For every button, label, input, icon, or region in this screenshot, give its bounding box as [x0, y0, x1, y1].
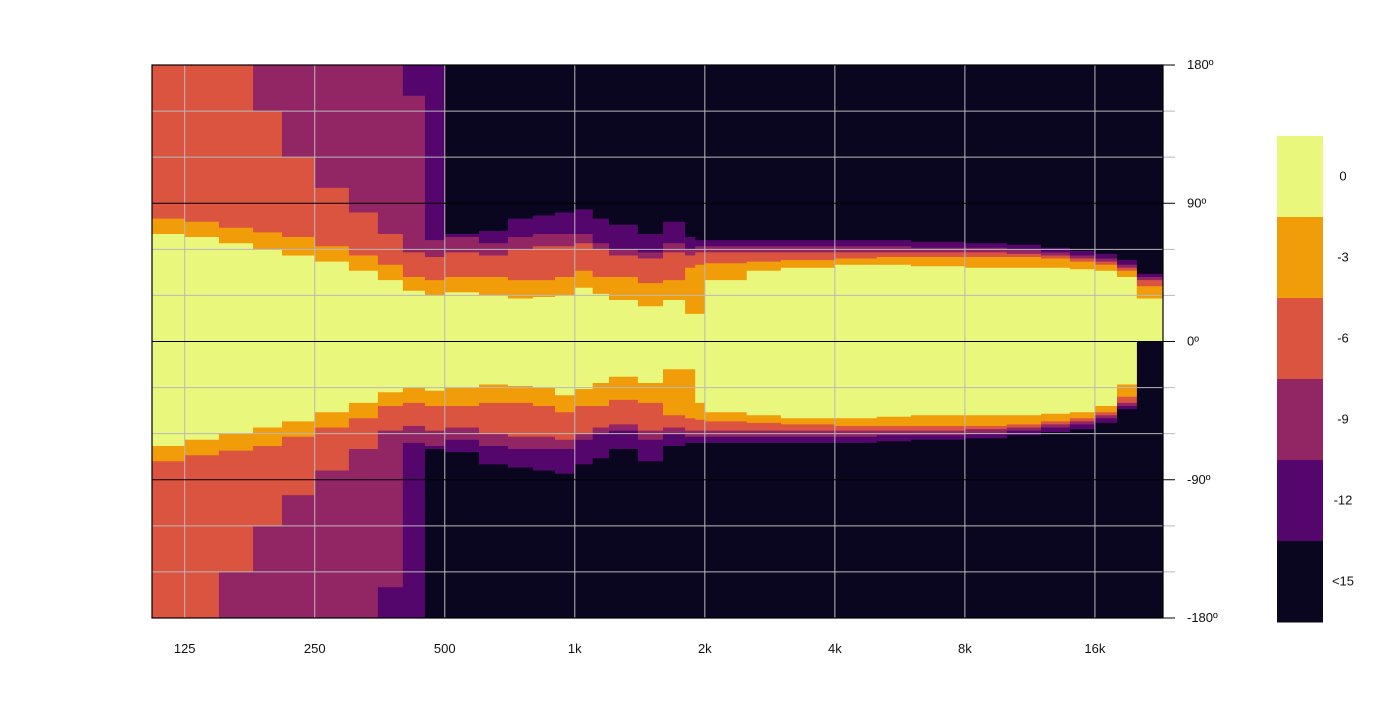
y-tick-label: 0º — [1187, 334, 1199, 349]
color-legend: 0 -3 -6 -9 -12 <15 — [1277, 136, 1354, 623]
legend-swatch — [1277, 460, 1323, 542]
legend-label: -6 — [1337, 331, 1349, 346]
legend-swatch — [1277, 136, 1323, 218]
plot-frame — [151, 64, 1164, 619]
grid — [152, 65, 1175, 618]
x-tick-label: 1k — [568, 641, 582, 656]
legend-label: -12 — [1334, 493, 1353, 508]
legend-swatch — [1277, 379, 1323, 461]
legend-swatch — [1277, 541, 1323, 623]
x-tick-label: 500 — [434, 641, 456, 656]
x-tick-label: 125 — [174, 641, 196, 656]
x-tick-label: 8k — [958, 641, 972, 656]
x-tick-label: 16k — [1084, 641, 1105, 656]
legend-label: <15 — [1332, 574, 1354, 589]
legend-label: -3 — [1337, 250, 1349, 265]
legend-label: -9 — [1337, 412, 1349, 427]
legend-swatch — [1277, 298, 1323, 380]
axes: 125 250 500 1k 2k 4k 8k 16k 180º 90º 0º -90º -180º — [151, 57, 1218, 656]
legend-swatch — [1277, 217, 1323, 299]
y-tick-label: 90º — [1187, 195, 1206, 210]
y-tick-label: 180º — [1187, 57, 1214, 72]
y-tick-label: -180º — [1187, 610, 1218, 625]
x-tick-label: 2k — [698, 641, 712, 656]
legend-label: 0 — [1339, 169, 1346, 184]
x-tick-label: 250 — [304, 641, 326, 656]
y-tick-label: -90º — [1187, 472, 1211, 487]
x-tick-label: 4k — [828, 641, 842, 656]
